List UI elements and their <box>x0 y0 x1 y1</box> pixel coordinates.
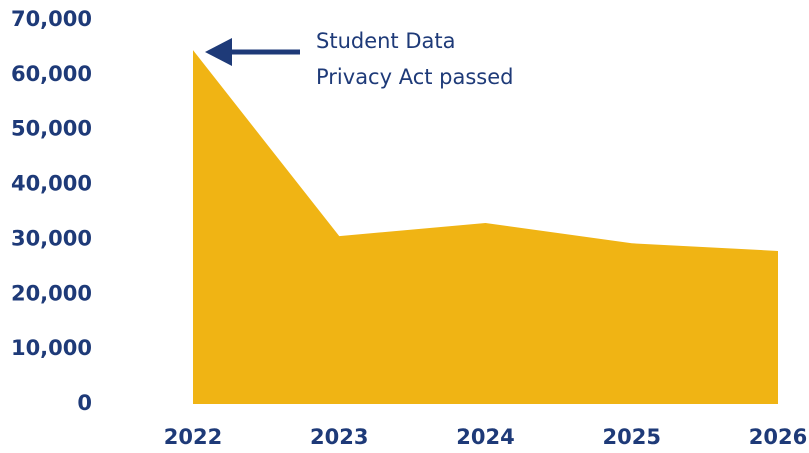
annotation-arrowhead <box>205 38 232 66</box>
x-tick-label: 2024 <box>456 425 514 449</box>
y-tick-label: 70,000 <box>11 7 92 31</box>
y-tick-label: 10,000 <box>11 336 92 360</box>
y-tick-label: 30,000 <box>11 226 92 250</box>
x-tick-label: 2022 <box>164 425 222 449</box>
annotation: Student Data <box>316 29 455 53</box>
annotation: Privacy Act passed <box>316 65 514 89</box>
y-tick-label: 0 <box>77 391 92 415</box>
x-tick-label: 2026 <box>749 425 807 449</box>
y-tick-label: 50,000 <box>11 117 92 141</box>
area <box>193 50 778 405</box>
y-tick-label: 60,000 <box>11 62 92 86</box>
y-tick-label: 40,000 <box>11 172 92 196</box>
x-tick-label: 2025 <box>603 425 661 449</box>
y-tick-label: 20,000 <box>11 281 92 305</box>
x-tick-label: 2023 <box>310 425 368 449</box>
